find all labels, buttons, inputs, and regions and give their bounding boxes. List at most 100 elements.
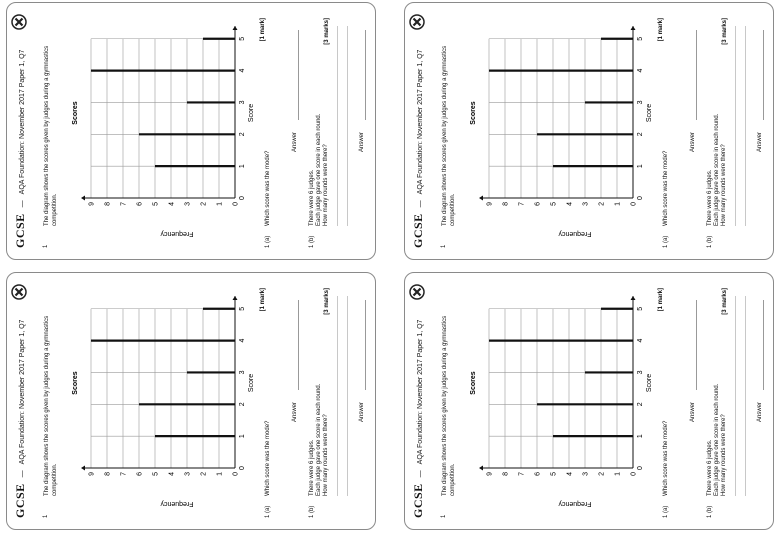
y-tick-label: 4 — [567, 472, 574, 476]
x-tick-label: 2 — [637, 402, 644, 406]
chart-grid — [90, 38, 235, 199]
x-tick-label: 4 — [239, 339, 246, 343]
x-tick-label: 0 — [637, 196, 644, 200]
chart-axes — [479, 296, 636, 471]
part-b-marks: [3 marks] — [722, 288, 728, 315]
x-tick-label: 3 — [239, 100, 246, 104]
y-tick-label: 7 — [121, 202, 128, 206]
x-tick-label: 1 — [239, 434, 246, 438]
y-tick-label: 1 — [217, 472, 224, 476]
cross-badge-icon — [11, 284, 27, 300]
part-a-question: Which score was the mode? — [265, 150, 271, 226]
part-b-answer-line[interactable] — [365, 300, 366, 390]
x-tick-label: 0 — [637, 466, 644, 470]
header-dash: — — [19, 470, 26, 478]
header-dash: — — [417, 470, 424, 478]
chart-y-ticks: 0 1 2 3 4 5 6 7 8 9 — [89, 472, 240, 476]
chart-x-ticks: 0 1 2 3 4 5 — [637, 37, 644, 200]
working-line[interactable] — [745, 296, 746, 496]
x-tick-label: 5 — [239, 307, 246, 311]
part-b-marks: [3 marks] — [324, 288, 330, 315]
cross-badge-icon — [11, 14, 27, 30]
part-a-answer-line[interactable] — [696, 30, 697, 120]
chart-title: Scores — [72, 101, 79, 124]
chart-axes — [81, 296, 238, 471]
part-b-line-2: Each judge gave one score in each round. — [714, 113, 720, 226]
x-axis-arrow — [232, 26, 238, 30]
part-a-answer-label: Answer — [690, 131, 696, 152]
part-b-line-1: There were 6 judges. — [309, 439, 315, 496]
chart-title: Scores — [470, 371, 477, 394]
part-b-answer-line[interactable] — [763, 30, 764, 120]
part-a-answer-label: Answer — [292, 131, 298, 152]
chart-x-ticks: 0 1 2 3 4 5 — [637, 307, 644, 470]
chart-x-label: Score — [248, 104, 255, 122]
question-intro: The diagram shows the scores given by ju… — [44, 45, 58, 226]
part-b-line-1: There were 6 judges. — [309, 169, 315, 226]
part-b-answer-label: Answer — [757, 131, 763, 152]
chart-axes — [479, 26, 636, 201]
chart-axes — [81, 26, 238, 201]
working-line[interactable] — [337, 296, 338, 496]
x-tick-label: 3 — [239, 370, 246, 374]
part-b-line-2: Each judge gave one score in each round. — [316, 113, 322, 226]
score-chart: 0 1 2 3 4 5 6 7 8 9 0 1 2 3 4 5 Scores Frequency Score — [470, 296, 653, 507]
y-tick-label: 9 — [89, 202, 96, 206]
part-b-label: 1 (b) — [707, 505, 713, 518]
part-b-label: 1 (b) — [309, 505, 315, 518]
working-line[interactable] — [347, 296, 348, 496]
worksheet-card: GCSE — AQA Foundation: November 2017 Pap… — [404, 2, 774, 260]
part-b-answer-line[interactable] — [763, 300, 764, 390]
chart-bars — [91, 37, 235, 168]
working-line[interactable] — [735, 26, 736, 226]
chart-bars — [489, 307, 633, 438]
x-tick-label: 4 — [637, 339, 644, 343]
part-a-answer-line[interactable] — [696, 300, 697, 390]
part-a-answer-line[interactable] — [298, 300, 299, 390]
header: GCSE — AQA Foundation: November 2017 Pap… — [13, 320, 28, 518]
question-number: 1 — [441, 514, 447, 518]
working-line[interactable] — [745, 26, 746, 226]
gcse-logo: GCSE — [13, 483, 27, 518]
header: GCSE — AQA Foundation: November 2017 Pap… — [411, 50, 426, 248]
page-title: AQA Foundation: November 2017 Paper 1, Q… — [417, 319, 424, 465]
y-tick-label: 0 — [631, 472, 638, 476]
part-b-marks: [3 marks] — [324, 18, 330, 45]
part-b-label: 1 (b) — [707, 235, 713, 248]
worksheet-page: GCSE — AQA Foundation: November 2017 Pap… — [7, 274, 375, 530]
part-b-answer-line[interactable] — [365, 30, 366, 120]
working-line[interactable] — [337, 26, 338, 226]
part-a-marks: [1 mark] — [260, 18, 266, 42]
y-tick-label: 9 — [487, 202, 494, 206]
y-tick-label: 2 — [599, 202, 606, 206]
x-tick-label: 2 — [637, 132, 644, 136]
y-tick-label: 0 — [233, 202, 240, 206]
y-tick-label: 2 — [599, 472, 606, 476]
y-tick-label: 1 — [615, 472, 622, 476]
chart-y-ticks: 0 1 2 3 4 5 6 7 8 9 — [89, 202, 240, 206]
part-b-line-2: Each judge gave one score in each round. — [714, 383, 720, 496]
question-number: 1 — [441, 244, 447, 248]
working-line[interactable] — [347, 26, 348, 226]
y-tick-label: 2 — [201, 472, 208, 476]
page-title: AQA Foundation: November 2017 Paper 1, Q… — [19, 49, 26, 195]
question-intro: The diagram shows the scores given by ju… — [44, 315, 58, 496]
part-a-label: 1 (a) — [265, 505, 271, 518]
part-b-marks: [3 marks] — [722, 18, 728, 45]
x-tick-label: 5 — [637, 307, 644, 311]
y-tick-label: 5 — [153, 202, 160, 206]
gcse-logo: GCSE — [411, 213, 425, 248]
chart-y-label: Frequency — [558, 500, 592, 507]
part-a-answer-line[interactable] — [298, 30, 299, 120]
score-chart: 0 1 2 3 4 5 6 7 8 9 0 1 2 3 4 5 Scores Frequency Score — [72, 26, 255, 237]
y-tick-label: 8 — [503, 472, 510, 476]
part-b-line-3: How many rounds were there? — [323, 414, 329, 496]
x-axis-arrow — [630, 296, 636, 300]
chart-grid — [90, 308, 235, 469]
worksheet-card: GCSE — AQA Foundation: November 2017 Pap… — [6, 2, 376, 260]
y-tick-label: 3 — [185, 472, 192, 476]
working-line[interactable] — [735, 296, 736, 496]
y-tick-label: 3 — [185, 202, 192, 206]
part-a-label: 1 (a) — [663, 235, 669, 248]
question-intro: The diagram shows the scores given by ju… — [442, 315, 456, 496]
